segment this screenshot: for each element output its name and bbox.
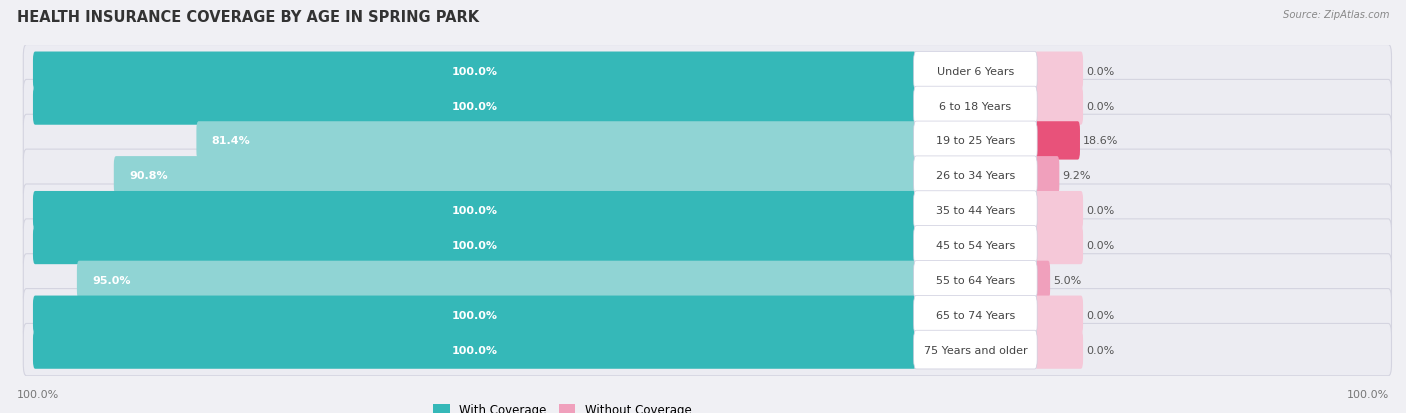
Text: 35 to 44 Years: 35 to 44 Years [936,206,1015,216]
Text: 75 Years and older: 75 Years and older [924,345,1028,355]
FancyBboxPatch shape [32,192,917,230]
FancyBboxPatch shape [24,289,1392,341]
Text: 65 to 74 Years: 65 to 74 Years [936,310,1015,320]
Text: 100.0%: 100.0% [451,66,498,76]
FancyBboxPatch shape [24,45,1392,97]
FancyBboxPatch shape [1035,157,1059,195]
Text: 95.0%: 95.0% [93,275,131,285]
Text: 18.6%: 18.6% [1083,136,1118,146]
FancyBboxPatch shape [114,157,917,195]
FancyBboxPatch shape [1035,331,1083,369]
Text: 100.0%: 100.0% [1347,389,1389,399]
Text: 100.0%: 100.0% [451,310,498,320]
Text: 0.0%: 0.0% [1087,240,1115,250]
FancyBboxPatch shape [914,261,1038,299]
FancyBboxPatch shape [32,226,917,265]
FancyBboxPatch shape [24,115,1392,167]
FancyBboxPatch shape [1035,261,1050,299]
Text: 100.0%: 100.0% [451,206,498,216]
Text: 100.0%: 100.0% [17,389,59,399]
FancyBboxPatch shape [1035,296,1083,334]
FancyBboxPatch shape [77,261,917,299]
FancyBboxPatch shape [32,331,917,369]
FancyBboxPatch shape [197,122,917,160]
FancyBboxPatch shape [914,330,1038,369]
Text: 90.8%: 90.8% [129,171,167,181]
FancyBboxPatch shape [1035,87,1083,126]
FancyBboxPatch shape [1035,122,1080,160]
Text: 0.0%: 0.0% [1087,345,1115,355]
Legend: With Coverage, Without Coverage: With Coverage, Without Coverage [429,399,696,413]
FancyBboxPatch shape [1035,52,1083,90]
FancyBboxPatch shape [914,87,1038,126]
Text: 55 to 64 Years: 55 to 64 Years [936,275,1015,285]
Text: 9.2%: 9.2% [1063,171,1091,181]
Text: 0.0%: 0.0% [1087,101,1115,111]
Text: Under 6 Years: Under 6 Years [936,66,1014,76]
Text: 5.0%: 5.0% [1053,275,1081,285]
FancyBboxPatch shape [24,185,1392,237]
Text: 26 to 34 Years: 26 to 34 Years [936,171,1015,181]
FancyBboxPatch shape [32,87,917,126]
FancyBboxPatch shape [914,122,1038,160]
FancyBboxPatch shape [914,191,1038,230]
FancyBboxPatch shape [24,254,1392,306]
Text: 100.0%: 100.0% [451,240,498,250]
Text: 45 to 54 Years: 45 to 54 Years [936,240,1015,250]
FancyBboxPatch shape [24,324,1392,376]
FancyBboxPatch shape [914,296,1038,334]
FancyBboxPatch shape [24,219,1392,271]
FancyBboxPatch shape [24,150,1392,202]
Text: 6 to 18 Years: 6 to 18 Years [939,101,1011,111]
Text: 100.0%: 100.0% [451,101,498,111]
Text: 0.0%: 0.0% [1087,206,1115,216]
Text: 19 to 25 Years: 19 to 25 Years [936,136,1015,146]
Text: 100.0%: 100.0% [451,345,498,355]
Text: 0.0%: 0.0% [1087,66,1115,76]
FancyBboxPatch shape [24,80,1392,133]
FancyBboxPatch shape [1035,226,1083,265]
Text: HEALTH INSURANCE COVERAGE BY AGE IN SPRING PARK: HEALTH INSURANCE COVERAGE BY AGE IN SPRI… [17,10,479,25]
FancyBboxPatch shape [914,157,1038,195]
Text: 0.0%: 0.0% [1087,310,1115,320]
FancyBboxPatch shape [914,226,1038,265]
Text: Source: ZipAtlas.com: Source: ZipAtlas.com [1282,10,1389,20]
FancyBboxPatch shape [32,52,917,90]
FancyBboxPatch shape [1035,192,1083,230]
Text: 81.4%: 81.4% [212,136,250,146]
FancyBboxPatch shape [32,296,917,334]
FancyBboxPatch shape [914,52,1038,91]
